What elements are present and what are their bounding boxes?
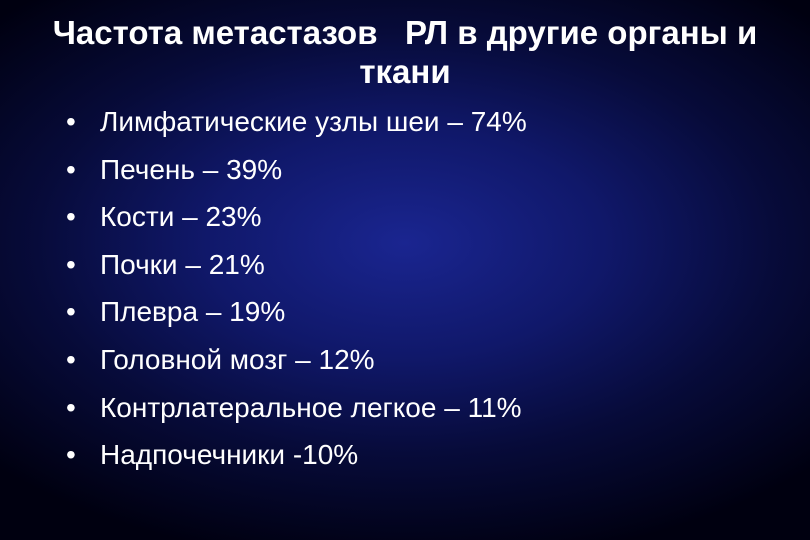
list-item-text: Почки – 21% [100,248,265,282]
list-item-text: Надпочечники -10% [100,438,358,472]
list-item: • Плевра – 19% [66,295,770,329]
bullet-icon: • [66,441,100,469]
list-item: • Кости – 23% [66,200,770,234]
slide-title: Частота метастазов РЛ в другие органы и … [20,14,790,92]
slide: Частота метастазов РЛ в другие органы и … [0,0,810,540]
list-item-text: Кости – 23% [100,200,262,234]
list-item-text: Лимфатические узлы шеи – 74% [100,105,527,139]
bullet-list: • Лимфатические узлы шеи – 74% • Печень … [66,105,770,486]
list-item-text: Плевра – 19% [100,295,285,329]
bullet-icon: • [66,156,100,184]
bullet-icon: • [66,346,100,374]
bullet-icon: • [66,251,100,279]
bullet-icon: • [66,108,100,136]
bullet-icon: • [66,203,100,231]
list-item-text: Головной мозг – 12% [100,343,375,377]
list-item: • Лимфатические узлы шеи – 74% [66,105,770,139]
list-item-text: Контрлатеральное легкое – 11% [100,391,522,425]
list-item: • Надпочечники -10% [66,438,770,472]
list-item: • Головной мозг – 12% [66,343,770,377]
bullet-icon: • [66,298,100,326]
list-item: • Почки – 21% [66,248,770,282]
list-item-text: Печень – 39% [100,153,282,187]
list-item: • Контрлатеральное легкое – 11% [66,391,770,425]
list-item: • Печень – 39% [66,153,770,187]
bullet-icon: • [66,394,100,422]
